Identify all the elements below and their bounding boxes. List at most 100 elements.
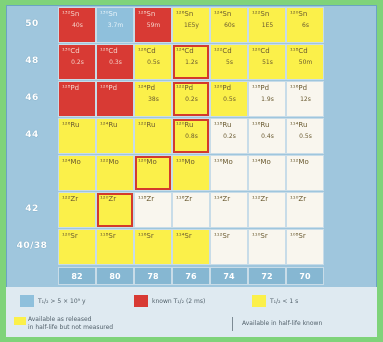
nuclide-symbol: ¹¹⁸Pd — [252, 84, 270, 92]
nuclide-symbol: ¹²⁶Sn — [176, 10, 194, 18]
nuclide-symbol: ¹²²Pd — [176, 84, 194, 92]
nuclide-cell: ¹²²Mo — [96, 155, 134, 191]
half-life: 0.5s — [299, 133, 312, 140]
nuclide-symbol: ¹¹²Sr — [214, 232, 230, 240]
nuclide-cell: ¹²⁴Ru — [96, 118, 134, 154]
legend: T₁/₂ > 5 × 10⁹ y known T₁/₂ (2 ms) T₁/₂ … — [6, 287, 377, 337]
nuclide-cell: ¹²⁶Cd 0.5s — [134, 44, 172, 80]
legend-swatch-note — [14, 317, 26, 325]
half-life: 0.2s — [223, 133, 236, 140]
nuclide-symbol: ¹¹⁰Zr — [290, 195, 307, 203]
nuclide-symbol: ¹²⁴Cd — [176, 47, 194, 55]
half-life: 0.5s — [147, 59, 160, 66]
nuclide-cell: ¹²⁰Zr — [96, 192, 134, 228]
proton-label: 48 — [25, 56, 39, 66]
nuclide-cell: ¹¹⁴Ru 0.5s — [286, 118, 324, 154]
nuclide-cell: ¹¹⁴Mo — [248, 155, 286, 191]
nuclide-symbol: ¹²⁶Ru — [62, 121, 80, 129]
half-life: 51s — [262, 59, 273, 66]
nuclide-symbol: ¹²⁰Pd — [214, 84, 232, 92]
nuclide-cell: ¹²⁶Sn 1E5y — [172, 7, 210, 43]
nuclide-symbol: ¹³⁰Cd — [62, 47, 80, 55]
nuclide-cell: ¹⁰⁸Sr — [286, 229, 324, 265]
nuclide-symbol: ¹²²Sn — [252, 10, 270, 18]
nuclide-symbol: ¹²⁰Sr — [62, 232, 78, 240]
nuclide-cell: ¹²²Ru — [134, 118, 172, 154]
nuclide-symbol: ¹²²Mo — [100, 158, 119, 166]
nuclide-symbol: ¹¹⁶Mo — [214, 158, 233, 166]
nuclide-cell: ¹¹⁸Pd 1.9s — [248, 81, 286, 117]
nuclide-cell: ¹¹⁰Zr — [286, 192, 324, 228]
nuclide-symbol: ¹¹⁰Sr — [252, 232, 268, 240]
nuclide-cell: ¹¹⁸Zr — [134, 192, 172, 228]
proton-label: 46 — [25, 93, 39, 103]
half-life: 3.7m — [107, 22, 124, 29]
nuclide-cell: ¹²⁶Ru — [58, 118, 96, 154]
neutron-label: 70 — [286, 267, 324, 285]
nuclide-cell: ¹²⁴Sn 60s — [210, 7, 248, 43]
nuclide-cell: ¹¹²Zr — [248, 192, 286, 228]
legend-swatch-known — [134, 295, 148, 307]
half-life: 1E5y — [184, 22, 199, 29]
nuclide-cell: ¹¹⁶Zr — [172, 192, 210, 228]
nuclide-symbol: ¹²⁸Pd — [62, 84, 80, 92]
nuclide-cell: ¹¹²Mo — [286, 155, 324, 191]
legend-text-stable: T₁/₂ > 5 × 10⁹ y — [38, 298, 86, 305]
nuclide-symbol: ¹¹⁴Zr — [214, 195, 231, 203]
half-life: 0.2s — [71, 59, 84, 66]
nuclide-cell: ¹¹⁸Mo — [172, 155, 210, 191]
neutron-label: 74 — [210, 267, 248, 285]
nuclide-cell: ¹²⁰Mo — [134, 155, 172, 191]
nuclide-symbol: ¹²²Cd — [214, 47, 232, 55]
nuclide-cell: ¹²⁸Pd — [58, 81, 96, 117]
nuclide-symbol: ¹²⁸Cd — [100, 47, 118, 55]
nuclide-symbol: ¹²²Zr — [62, 195, 79, 203]
nuclide-cell: ¹¹⁶Sr — [134, 229, 172, 265]
legend-text-short: T₁/₂ < 1 s — [270, 298, 299, 305]
nuclide-symbol: ¹²⁰Cd — [252, 47, 270, 55]
nuclide-cell: ¹²⁴Cd 1.2s — [172, 44, 210, 80]
neutron-label: 72 — [248, 267, 286, 285]
nuclide-symbol: ¹²⁰Ru — [176, 121, 194, 129]
nuclide-cell: ¹¹²Sr — [210, 229, 248, 265]
nuclide-cell: ¹²²Cd 5s — [210, 44, 248, 80]
nuclide-symbol: ¹¹⁶Pd — [290, 84, 308, 92]
proton-label: 40/38 — [16, 241, 48, 251]
nuclide-symbol: ¹¹⁸Sr — [100, 232, 116, 240]
neutron-label: 78 — [134, 267, 172, 285]
nuclide-cell: ¹²⁰Pd 0.5s — [210, 81, 248, 117]
nuclide-symbol: ¹²⁴Pd — [138, 84, 156, 92]
nuclide-symbol: ¹²⁴Sn — [214, 10, 232, 18]
half-life: 1.2s — [185, 59, 198, 66]
nuclide-symbol: ¹¹⁸Cd — [290, 47, 308, 55]
half-life: 40s — [72, 22, 83, 29]
nuclide-cell: ¹²⁴Mo — [58, 155, 96, 191]
nuclide-symbol: ¹²⁰Sn — [290, 10, 308, 18]
nuclide-cell: ¹²⁰Sn 6s — [286, 7, 324, 43]
neutron-label: 76 — [172, 267, 210, 285]
nuclide-cell: ¹²⁸Sn 59m — [134, 7, 172, 43]
nuclide-cell: ¹³⁰Sn 3.7m — [96, 7, 134, 43]
half-life: 0.8s — [185, 133, 198, 140]
half-life: 6s — [302, 22, 309, 29]
neutron-label: 82 — [58, 267, 96, 285]
nuclide-symbol: ¹¹⁸Zr — [138, 195, 155, 203]
nuclide-cell: ¹²²Pd 0.2s — [172, 81, 210, 117]
nuclide-symbol: ¹¹⁶Zr — [176, 195, 193, 203]
legend-note-line1: Available as released — [28, 316, 92, 323]
nuclide-cell: ¹¹⁴Zr — [210, 192, 248, 228]
nuclide-cell: ¹³⁰Cd 0.2s — [58, 44, 96, 80]
half-life: 1E5 — [261, 22, 274, 29]
nuclide-cell: ¹²⁸Cd 0.3s — [96, 44, 134, 80]
nuclide-cell: ¹¹⁰Sr — [248, 229, 286, 265]
nuclide-symbol: ¹²⁰Mo — [138, 158, 157, 166]
nuclide-symbol: ¹¹⁴Sr — [176, 232, 192, 240]
proton-label: 42 — [25, 204, 39, 214]
nuclide-cell: ¹³²Sn 40s — [58, 7, 96, 43]
legend-divider — [232, 317, 233, 331]
nuclide-chart: 50 48 46 44 42 40/38 ¹³²Sn 40s ¹³⁰Sn 3.7m ¹²⁸Sn 59… — [6, 5, 377, 337]
nuclide-cell: ¹²²Zr — [58, 192, 96, 228]
nuclide-symbol: ¹¹⁴Mo — [252, 158, 271, 166]
nuclide-symbol: ¹¹⁸Mo — [176, 158, 195, 166]
nuclide-cell: ¹¹⁸Sr — [96, 229, 134, 265]
